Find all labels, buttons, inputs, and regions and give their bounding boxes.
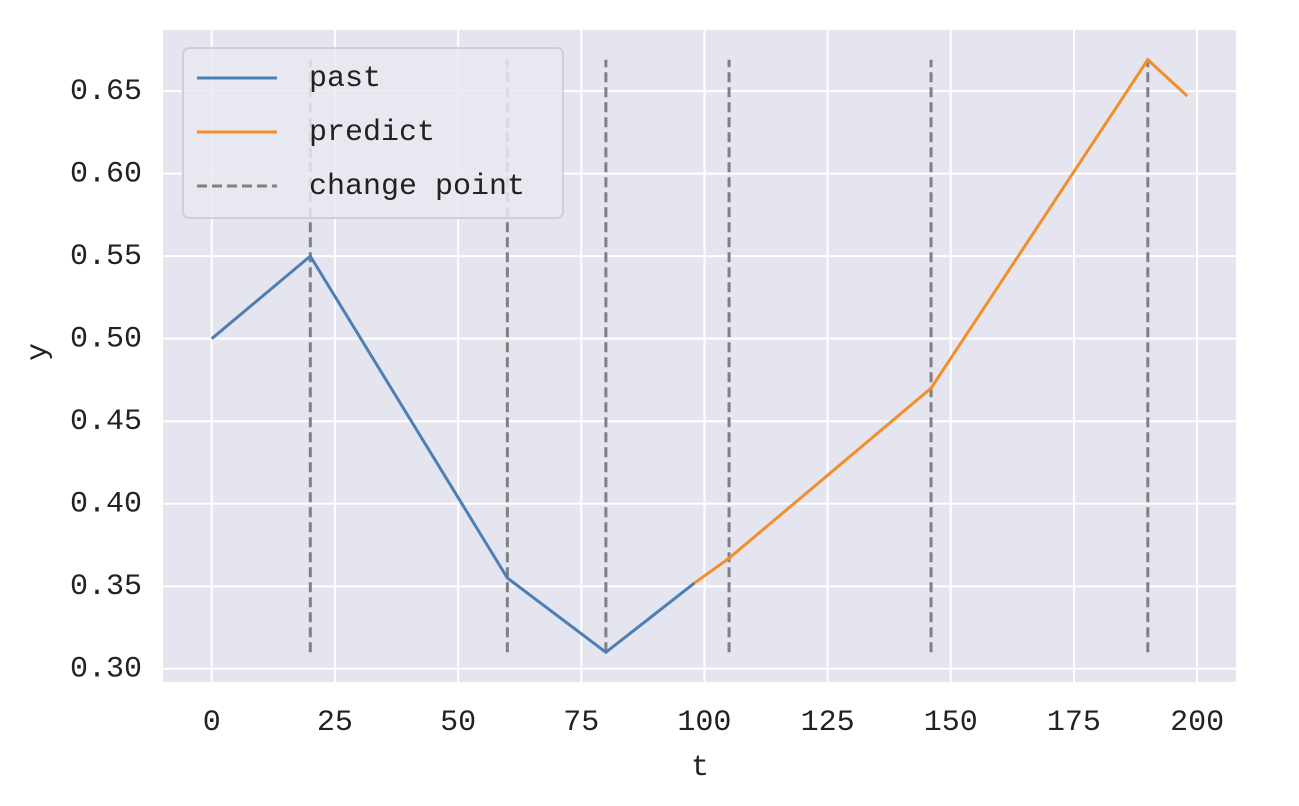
y-axis-label: y (22, 343, 56, 361)
x-axis-label: t (691, 751, 709, 785)
series-line (693, 57, 1189, 585)
y-tick-label: 0.60 (70, 158, 142, 192)
legend-box (182, 47, 564, 219)
legend-label: predict (309, 116, 435, 150)
x-tick-label: 75 (563, 706, 599, 740)
x-tick-label: 25 (317, 706, 353, 740)
x-tick-label: 150 (924, 706, 978, 740)
series-line (210, 253, 696, 655)
y-tick-label: 0.40 (70, 488, 142, 522)
y-tick-label: 0.45 (70, 405, 142, 439)
x-tick-label: 0 (203, 706, 221, 740)
x-tick-label: 100 (677, 706, 731, 740)
x-tick-label: 175 (1047, 706, 1101, 740)
y-tick-label: 0.65 (70, 75, 142, 109)
x-tick-label: 50 (440, 706, 476, 740)
x-tick-label: 125 (801, 706, 855, 740)
y-tick-label: 0.55 (70, 240, 142, 274)
y-tick-label: 0.30 (70, 653, 142, 687)
marks (210, 57, 1189, 655)
x-tick-label: 200 (1170, 706, 1224, 740)
legend: past predict change point (182, 47, 564, 219)
legend-label: change point (309, 170, 525, 204)
legend-label: past (309, 62, 381, 96)
y-tick-label: 0.35 (70, 570, 142, 604)
y-tick-label: 0.50 (70, 323, 142, 357)
